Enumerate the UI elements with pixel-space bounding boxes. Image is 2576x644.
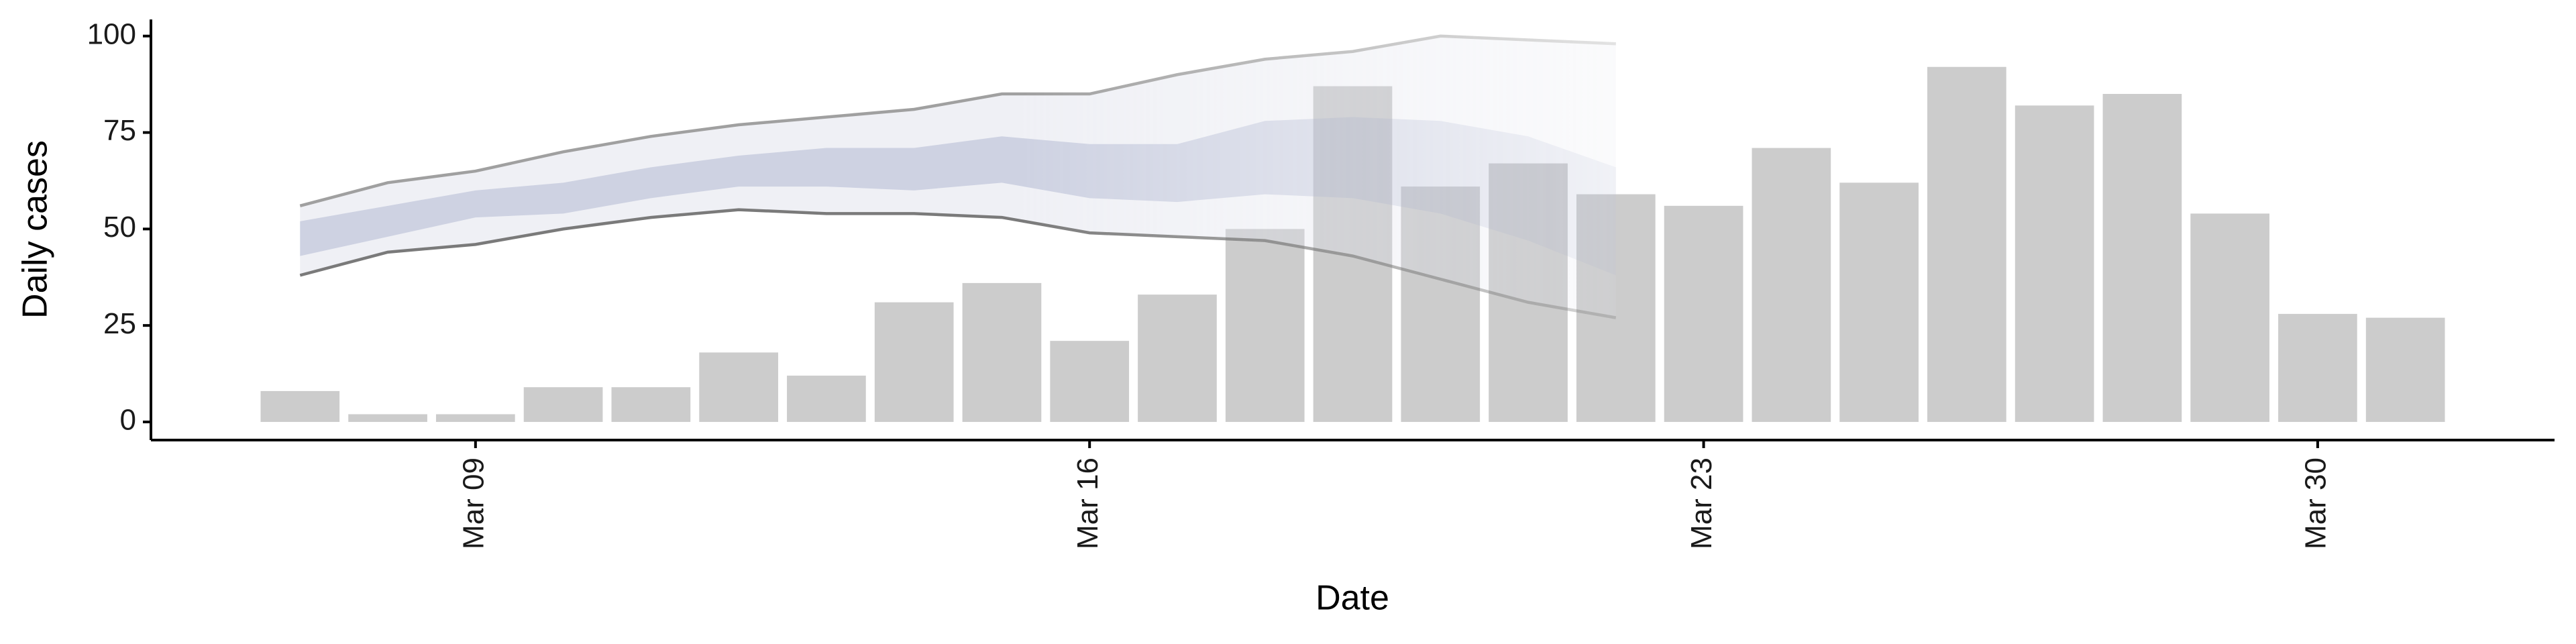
bar — [787, 375, 866, 422]
y-tick-label: 50 — [103, 211, 136, 244]
axes: 0 25 50 75 100 Mar 09 Mar 16 Mar 23 Mar 30 — [87, 17, 2555, 549]
y-axis-title: Daily cases — [16, 140, 55, 319]
bar — [962, 282, 1042, 422]
bar — [1927, 66, 2006, 422]
x-tick-label: Mar 23 — [1685, 458, 1718, 549]
forecast-line — [299, 34, 1616, 208]
bar — [1839, 182, 1919, 422]
bar — [2278, 313, 2357, 422]
bar — [2365, 317, 2445, 422]
forecast-bands — [299, 34, 1617, 319]
bar — [1752, 148, 1831, 422]
y-tick-label: 100 — [87, 17, 136, 50]
bar — [1050, 341, 1130, 422]
forecast-line — [299, 208, 1617, 319]
bar — [435, 414, 515, 422]
bar — [260, 390, 340, 422]
x-tick-label: Mar 30 — [2300, 458, 2332, 549]
bar — [2015, 105, 2094, 422]
bar — [699, 352, 778, 422]
y-tick-label: 0 — [120, 404, 136, 437]
bar — [523, 387, 603, 422]
bar — [874, 302, 954, 422]
bar — [1664, 205, 1743, 422]
x-axis-title: Date — [1316, 579, 1389, 618]
bar — [1138, 294, 1217, 422]
forecast-band — [300, 117, 1616, 276]
bar — [348, 414, 427, 422]
y-tick-label: 25 — [103, 307, 136, 340]
x-tick-label: Mar 16 — [1071, 458, 1104, 549]
bar — [1225, 229, 1305, 422]
x-tick-label: Mar 09 — [457, 458, 490, 549]
bar — [2190, 213, 2270, 422]
bar — [611, 387, 691, 422]
bar — [2102, 94, 2182, 422]
y-tick-label: 75 — [103, 114, 136, 147]
